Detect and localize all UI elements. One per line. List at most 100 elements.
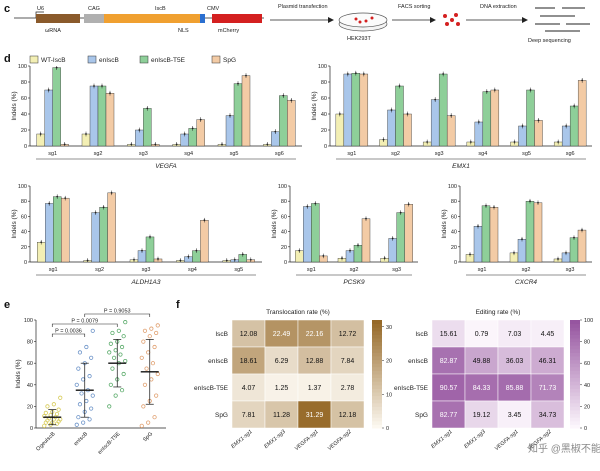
data-point: [391, 237, 394, 240]
bar: [287, 100, 296, 147]
data-point: [179, 259, 182, 262]
data-point: [89, 355, 94, 360]
colorbar-tick: 0: [386, 426, 389, 432]
data-point: [90, 393, 95, 398]
heatmap-cell: [330, 400, 365, 429]
plasmid-transfection-label: Plasmid transfection: [278, 4, 328, 10]
data-point: [203, 219, 206, 222]
bar: [359, 73, 369, 147]
legend-label: SpG: [223, 57, 236, 64]
bar-chart-aldh1a3: 0 20 40 60 80 100 Indels (%) sg1 sg2 sg3 sg4 sg5 ALD…: [11, 184, 262, 286]
dna-extraction-label: DNA extraction: [480, 4, 517, 10]
data-point: [485, 204, 487, 207]
colorbar-segment: [372, 352, 382, 357]
data-point: [109, 92, 111, 95]
cell-value: 49.88: [473, 358, 491, 365]
panel-label-e: e: [4, 299, 10, 311]
y-tick-label: 100: [18, 184, 27, 190]
bar: [396, 212, 405, 263]
colorbar-segment: [570, 327, 580, 332]
bar: [200, 219, 209, 263]
data-point: [557, 141, 560, 143]
bar: [403, 113, 412, 147]
data-point: [298, 249, 301, 252]
arrow-icon: [328, 17, 334, 23]
sequencing-reads-icon: [535, 7, 590, 32]
bar: [303, 206, 312, 263]
colorbar-segment: [372, 417, 382, 422]
bar: [577, 80, 587, 147]
cell-value: 12.72: [339, 331, 357, 338]
bar: [145, 236, 155, 263]
row-label: IscB: [215, 331, 228, 338]
data-point: [107, 404, 112, 409]
bar: [518, 125, 527, 147]
panel-label-d: d: [4, 53, 11, 65]
x-tick-label: sg6: [566, 151, 575, 157]
data-point: [113, 393, 118, 398]
x-tick-label: sg3: [139, 151, 148, 157]
data-point: [47, 89, 50, 91]
y-tick-label: 20: [21, 245, 27, 251]
data-point: [274, 130, 277, 133]
data-point: [398, 85, 401, 87]
data-point: [146, 107, 149, 110]
data-point: [354, 72, 357, 75]
data-point: [150, 361, 156, 366]
y-tick-label: 60: [451, 214, 457, 220]
data-point: [155, 371, 160, 377]
legend-swatch: [139, 55, 149, 64]
colorbar-segment: [372, 384, 382, 389]
y-tick-label: 20: [451, 245, 457, 251]
data-point: [407, 203, 410, 206]
heatmap-cell: [264, 373, 299, 402]
data-point: [107, 350, 112, 355]
legend-label: enIscB-T5E: [151, 57, 186, 64]
data-point: [221, 143, 223, 146]
gene-label: CXCR4: [515, 279, 537, 286]
y-tick-label: 0: [324, 144, 327, 150]
data-point: [118, 352, 123, 357]
data-point: [565, 125, 568, 127]
colorbar-segment: [372, 323, 382, 328]
gene-label: VEGFA: [155, 163, 177, 170]
data-point: [138, 129, 141, 131]
data-point: [406, 113, 409, 115]
colorbar-segment: [570, 420, 580, 425]
colorbar-segment: [570, 392, 580, 397]
data-point: [521, 238, 523, 241]
heatmap-cell: [497, 400, 532, 429]
cell-value: 1.25: [275, 385, 289, 392]
data-point: [45, 404, 50, 409]
cell-value: 31.29: [306, 412, 324, 419]
data-point: [84, 398, 89, 404]
col-label: EMX1-sg1: [230, 429, 254, 450]
data-point: [81, 420, 86, 425]
omega-rna-label: ωRNA: [45, 28, 61, 34]
data-point: [537, 119, 540, 122]
colorbar-segment: [372, 330, 382, 335]
colorbar-segment: [570, 381, 580, 386]
colorbar-segment: [570, 399, 580, 404]
data-point: [154, 393, 159, 398]
data-point: [142, 382, 148, 387]
bar-chart-vegfa: 0 20 40 60 80 100 Indels (%) sg1 sg2 sg3 sg4 sg5 sg6…: [11, 64, 302, 170]
colorbar-segment: [372, 345, 382, 350]
data-point: [42, 423, 47, 428]
colorbar-segment: [372, 402, 382, 407]
cell-value: 36.03: [506, 358, 524, 365]
y-tick-label: 100: [18, 64, 27, 70]
colorbar-segment: [570, 402, 580, 407]
editing-heatmap: Editing rate (%) IscB 15.61 0.79 7.03 4.45 enI…: [394, 309, 593, 452]
data-point: [233, 258, 236, 261]
nls-block: [200, 14, 205, 23]
heatmap-cell: [530, 400, 565, 429]
data-point: [110, 330, 115, 336]
colorbar-segment: [570, 388, 580, 393]
cell-value: 1.37: [308, 385, 322, 392]
y-tick-label: 60: [27, 361, 33, 367]
arrow-icon: [522, 17, 528, 23]
bar: [481, 205, 491, 263]
bar: [105, 92, 115, 147]
colorbar-segment: [570, 424, 580, 429]
